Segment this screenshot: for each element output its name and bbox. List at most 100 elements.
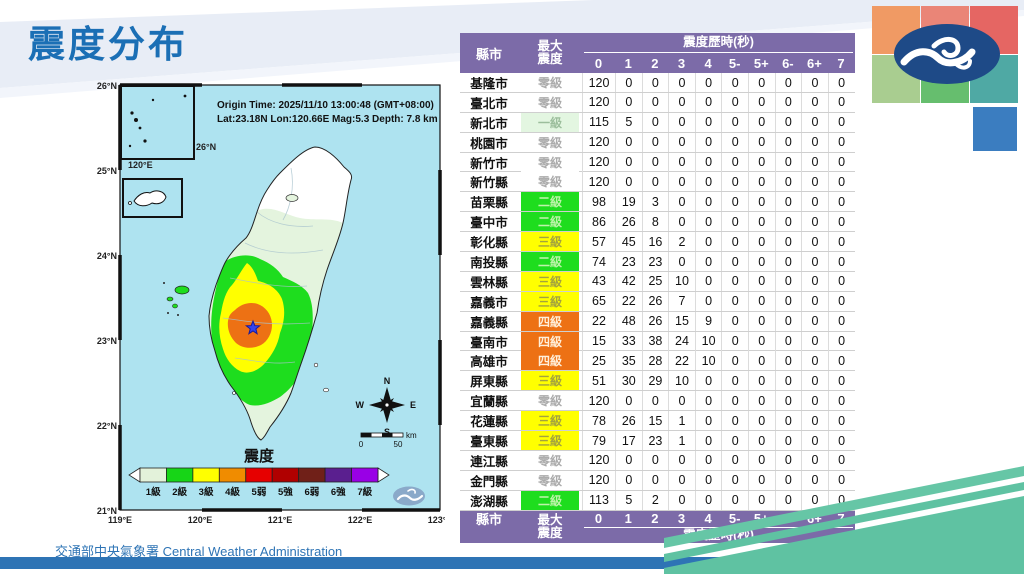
duration-value: 0 bbox=[721, 92, 748, 112]
page-title: 震度分布 bbox=[28, 24, 188, 65]
duration-value: 22 bbox=[582, 311, 615, 331]
max-intensity-badge: 三級 bbox=[521, 291, 579, 311]
legend-label: 3級 bbox=[199, 486, 214, 498]
duration-value: 43 bbox=[582, 271, 615, 291]
max-intensity-badge: 零級 bbox=[521, 152, 579, 172]
lon-label: 119°E bbox=[108, 515, 132, 525]
table-row: 苗栗縣 二級 98 19 3 0 0 0 0 0 0 0 bbox=[460, 192, 855, 213]
duration-value: 0 bbox=[827, 291, 855, 311]
duration-value: 0 bbox=[827, 391, 855, 411]
duration-value: 0 bbox=[694, 252, 722, 272]
duration-value: 0 bbox=[721, 212, 748, 232]
duration-value: 2 bbox=[668, 232, 695, 252]
table-row: 雲林縣 三級 43 42 25 10 0 0 0 0 0 0 bbox=[460, 271, 855, 292]
duration-value: 10 bbox=[668, 271, 695, 291]
county-name: 高雄市 bbox=[470, 355, 508, 370]
duration-value: 2 bbox=[641, 490, 669, 510]
county-name: 南投縣 bbox=[470, 256, 508, 271]
inset-kinmen bbox=[122, 178, 183, 218]
duration-value: 0 bbox=[615, 132, 642, 152]
duration-value: 0 bbox=[774, 371, 802, 391]
duration-value: 0 bbox=[801, 351, 828, 371]
duration-value: 0 bbox=[721, 431, 748, 451]
compass-rose: N S W E bbox=[356, 376, 417, 437]
duration-col-header: 5- bbox=[728, 55, 741, 71]
duration-value: 0 bbox=[694, 431, 722, 451]
duration-value: 0 bbox=[801, 92, 828, 112]
duration-value: 0 bbox=[747, 232, 775, 252]
duration-col-header: 0 bbox=[594, 511, 603, 527]
duration-value: 0 bbox=[747, 351, 775, 371]
table-header-top: 縣市 最大 震度 震度歷時(秒) 0 1 2 3 4 5- 5+ 6- 6+ 7 bbox=[460, 33, 855, 73]
duration-value: 0 bbox=[721, 371, 748, 391]
duration-col-header: 2 bbox=[651, 55, 659, 71]
duration-value: 0 bbox=[694, 132, 722, 152]
county-name: 嘉義市 bbox=[470, 295, 508, 310]
lon-label: 120°E bbox=[188, 515, 213, 525]
duration-value: 0 bbox=[615, 152, 642, 172]
duration-value: 0 bbox=[774, 450, 802, 470]
legend-label: 4級 bbox=[225, 486, 240, 498]
duration-value: 0 bbox=[801, 172, 828, 192]
duration-col-header: 5- bbox=[728, 511, 741, 527]
duration-value: 65 bbox=[582, 291, 615, 311]
max-intensity-badge: 二級 bbox=[521, 192, 579, 212]
duration-value: 45 bbox=[615, 232, 642, 252]
table-row: 連江縣 零級 120 0 0 0 0 0 0 0 0 0 bbox=[460, 450, 855, 471]
duration-value: 0 bbox=[774, 431, 802, 451]
duration-value: 0 bbox=[668, 192, 695, 212]
duration-value: 0 bbox=[801, 391, 828, 411]
duration-value: 33 bbox=[615, 331, 642, 351]
county-name: 基隆市 bbox=[470, 77, 508, 91]
duration-value: 23 bbox=[615, 252, 642, 272]
duration-value: 0 bbox=[668, 252, 695, 272]
duration-value: 120 bbox=[582, 450, 615, 470]
duration-value: 0 bbox=[721, 311, 748, 331]
duration-value: 0 bbox=[827, 311, 855, 331]
duration-value: 120 bbox=[582, 172, 615, 192]
duration-value: 0 bbox=[694, 450, 722, 470]
legend-swatch bbox=[192, 467, 220, 483]
duration-value: 0 bbox=[641, 470, 669, 490]
duration-value: 0 bbox=[774, 73, 802, 92]
duration-value: 0 bbox=[774, 192, 802, 212]
duration-col-header: 2 bbox=[651, 511, 659, 527]
scale-unit: km bbox=[406, 431, 417, 440]
legend-swatch bbox=[218, 467, 247, 483]
duration-value: 0 bbox=[721, 252, 748, 272]
offshore-islets bbox=[232, 362, 329, 395]
table-row: 花蓮縣 三級 78 26 15 1 0 0 0 0 0 0 bbox=[460, 411, 855, 432]
legend-swatch bbox=[139, 467, 167, 483]
duration-value: 0 bbox=[827, 232, 855, 252]
duration-value: 0 bbox=[721, 152, 748, 172]
lat-label: 21°N bbox=[97, 506, 117, 516]
duration-value: 0 bbox=[827, 371, 855, 391]
duration-value: 0 bbox=[827, 252, 855, 272]
duration-value: 0 bbox=[827, 152, 855, 172]
duration-value: 0 bbox=[721, 351, 748, 371]
legend-swatch bbox=[245, 467, 273, 483]
map-cwa-logo bbox=[393, 486, 425, 506]
duration-value: 15 bbox=[582, 331, 615, 351]
duration-col-header: 4 bbox=[704, 511, 712, 527]
duration-value: 0 bbox=[774, 391, 802, 411]
duration-value: 26 bbox=[641, 311, 669, 331]
duration-value: 120 bbox=[582, 391, 615, 411]
legend-swatch bbox=[324, 467, 352, 483]
duration-value: 0 bbox=[615, 73, 642, 92]
duration-value: 0 bbox=[827, 331, 855, 351]
lon-label: 122°E bbox=[348, 515, 373, 525]
legend-label: 5弱 bbox=[252, 487, 267, 498]
legend-label: 6強 bbox=[331, 486, 346, 498]
north-lake bbox=[285, 194, 299, 202]
duration-value: 0 bbox=[694, 152, 722, 172]
duration-value: 0 bbox=[641, 152, 669, 172]
duration-value: 0 bbox=[747, 192, 775, 212]
duration-value: 0 bbox=[721, 331, 748, 351]
duration-header-group: 震度歷時(秒) 0 1 2 3 4 5- 5+ 6- 6+ 7 bbox=[582, 33, 855, 73]
duration-header-title: 震度歷時(秒) bbox=[584, 33, 853, 53]
duration-col-header: 5+ bbox=[753, 55, 769, 71]
county-name: 雲林縣 bbox=[470, 275, 508, 290]
max-intensity-badge: 零級 bbox=[521, 450, 579, 470]
duration-col-header: 6- bbox=[782, 55, 794, 71]
